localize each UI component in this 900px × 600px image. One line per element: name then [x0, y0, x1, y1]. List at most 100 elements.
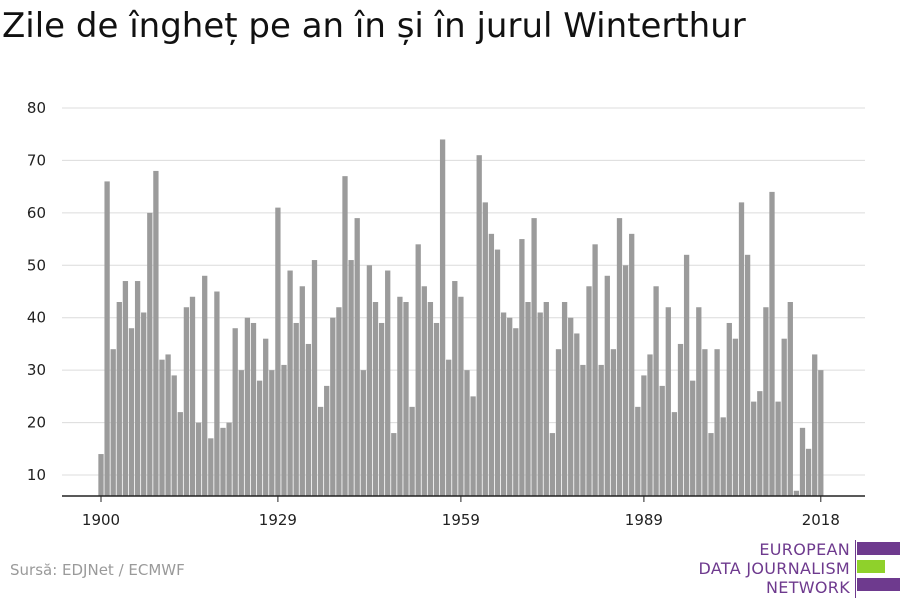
bar — [458, 296, 464, 496]
bar — [805, 448, 812, 496]
bar — [446, 359, 452, 496]
bars — [98, 139, 824, 497]
logo-bar-purple-top — [857, 542, 900, 555]
bar — [598, 364, 604, 496]
logo-line-european: EUROPEAN — [759, 540, 850, 559]
bar — [610, 349, 617, 496]
bar — [244, 317, 251, 496]
bar — [781, 338, 787, 496]
bar — [653, 286, 659, 496]
bar — [165, 354, 171, 496]
bar — [561, 302, 568, 496]
bar — [439, 139, 446, 496]
bar — [763, 307, 769, 496]
bar — [751, 401, 757, 496]
bar — [305, 343, 312, 496]
bar — [720, 417, 726, 496]
bar — [202, 275, 208, 496]
bar — [580, 364, 586, 496]
bar — [122, 281, 129, 496]
logo-rule — [855, 540, 856, 598]
bar — [616, 218, 623, 497]
bar — [494, 249, 501, 496]
bar — [311, 260, 318, 496]
bar — [171, 375, 177, 496]
bar — [256, 380, 263, 496]
bar — [104, 181, 110, 496]
edjnet-logo: EUROPEAN DATA JOURNALISM NETWORK — [698, 540, 900, 598]
bar — [812, 354, 818, 496]
bar — [403, 302, 409, 496]
bar — [195, 422, 202, 496]
bar — [348, 260, 354, 496]
bar — [604, 275, 610, 496]
bar — [683, 254, 690, 496]
y-tick-label: 40 — [27, 309, 46, 327]
bar — [665, 307, 671, 496]
bar — [702, 349, 708, 496]
bar — [635, 406, 641, 496]
bar — [488, 233, 495, 496]
bar — [799, 427, 806, 496]
bar — [507, 317, 513, 496]
bar — [415, 244, 421, 496]
bar — [586, 286, 592, 496]
logo-line-data-journalism: DATA JOURNALISM — [698, 559, 850, 578]
bar — [116, 302, 122, 496]
bar — [208, 438, 214, 496]
bar — [281, 364, 287, 496]
bar — [568, 317, 574, 496]
bar — [537, 312, 543, 496]
bar — [677, 343, 684, 496]
axes — [62, 495, 865, 502]
bar — [647, 354, 653, 496]
bar — [500, 312, 507, 496]
bar — [183, 307, 190, 496]
x-tick-label: 1929 — [259, 511, 297, 529]
x-tick-labels: 1900 1929 1959 1989 2018 — [82, 511, 840, 529]
bar — [744, 254, 751, 496]
bar — [214, 291, 220, 496]
bar — [397, 296, 403, 496]
x-tick-label: 1900 — [82, 511, 120, 529]
bar — [555, 349, 562, 496]
logo-bar-purple-bottom — [857, 578, 900, 591]
bar — [220, 427, 226, 496]
bar — [232, 328, 238, 496]
y-tick-label: 30 — [27, 361, 46, 379]
bar — [293, 322, 299, 496]
y-tick-label: 70 — [27, 151, 46, 169]
bar — [549, 433, 556, 496]
bar — [159, 359, 165, 496]
bar — [372, 302, 379, 496]
bar — [330, 317, 336, 496]
logo-line-network: NETWORK — [766, 578, 850, 597]
bar — [226, 422, 232, 496]
bar — [818, 370, 824, 496]
bar — [128, 328, 135, 496]
bar — [427, 302, 434, 496]
x-tick-label: 1989 — [625, 511, 663, 529]
bar — [147, 212, 153, 497]
source-note: Sursă: EDJNet / ECMWF — [10, 561, 185, 579]
x-tick-label: 1959 — [442, 511, 480, 529]
bar — [336, 307, 342, 496]
bar — [574, 333, 580, 496]
bar — [519, 239, 525, 496]
bar — [299, 286, 305, 496]
logo-bar-green — [857, 560, 885, 573]
bar — [134, 281, 141, 496]
bar — [324, 385, 330, 496]
bar — [98, 454, 104, 496]
bar — [366, 265, 373, 496]
y-tick-label: 20 — [27, 414, 46, 432]
bar — [433, 322, 440, 496]
bar — [690, 380, 696, 496]
bar — [452, 281, 458, 496]
bar — [757, 391, 763, 496]
bar — [153, 170, 159, 497]
bar — [513, 328, 519, 496]
bar — [317, 406, 324, 496]
y-tick-label: 60 — [27, 204, 46, 222]
bar — [189, 296, 196, 496]
